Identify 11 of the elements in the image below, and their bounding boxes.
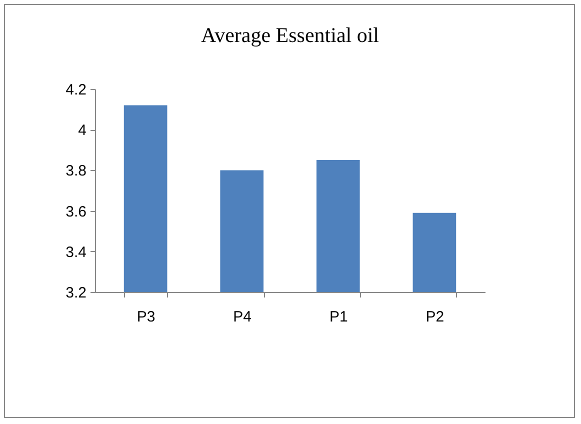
y-tick-label: 4 (78, 122, 86, 140)
x-tick-label: P4 (233, 308, 252, 326)
y-tick-label: 4.2 (66, 82, 86, 98)
x-tick-label: P1 (329, 308, 348, 326)
chart-title: Average Essential oil (200, 23, 380, 47)
y-tick-label: 3.4 (66, 244, 86, 261)
y-tick-label: 3.8 (66, 162, 86, 180)
y-tick-label: 3.2 (66, 284, 86, 302)
y-tick-label: 3.6 (66, 203, 86, 220)
x-tick-label: P3 (136, 308, 156, 326)
x-tick-label: P2 (426, 308, 444, 326)
